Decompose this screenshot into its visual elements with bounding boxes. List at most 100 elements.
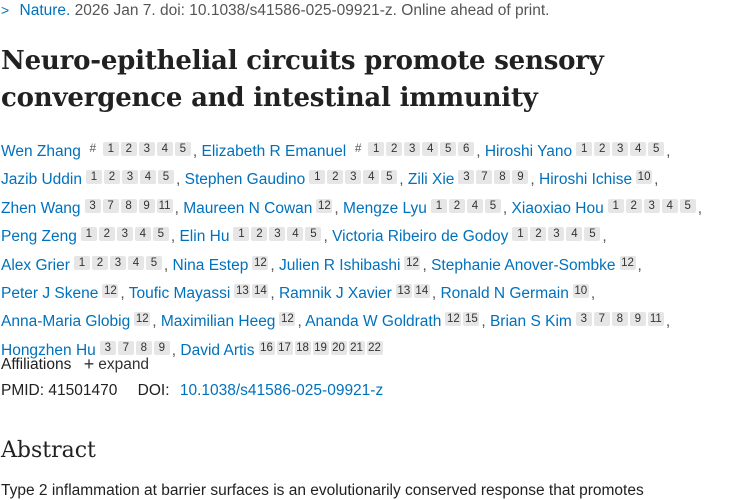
author-name-link[interactable]: Alex Grier: [1, 256, 70, 274]
affiliation-number-badge[interactable]: 4: [630, 142, 647, 156]
author-name-link[interactable]: Ananda W Goldrath: [305, 313, 442, 331]
affiliation-number-badge[interactable]: 2: [386, 142, 403, 156]
affiliation-number-badge[interactable]: 4: [466, 198, 483, 213]
affiliation-number-badge[interactable]: 7: [102, 198, 119, 213]
affiliation-number-badge[interactable]: 4: [363, 170, 380, 185]
affiliation-number-badge[interactable]: 4: [566, 227, 583, 242]
author-name-link[interactable]: Stephen Gaudino: [184, 171, 306, 189]
affiliation-number-badge[interactable]: 8: [120, 198, 137, 213]
affiliation-number-badge[interactable]: 3: [84, 198, 101, 213]
affiliation-number-badge[interactable]: 12: [252, 255, 269, 270]
affiliation-number-badge[interactable]: 1: [576, 142, 593, 156]
author-name-link[interactable]: Zili Xie: [407, 171, 455, 189]
affiliation-number-badge[interactable]: 2: [594, 142, 611, 156]
affiliation-number-badge[interactable]: 12: [619, 255, 636, 270]
affiliations-expand-button[interactable]: + expand: [84, 354, 149, 374]
author-name-link[interactable]: Mengze Lyu: [343, 199, 427, 217]
affiliation-number-badge[interactable]: 5: [174, 142, 191, 156]
affiliation-number-badge[interactable]: 12: [134, 312, 151, 327]
author-name-link[interactable]: Ronald N Germain: [440, 285, 569, 303]
affiliation-number-badge[interactable]: 1: [86, 170, 102, 185]
affiliation-number-badge[interactable]: 3: [122, 170, 138, 185]
affiliation-number-badge[interactable]: 8: [611, 312, 628, 327]
affiliation-number-badge[interactable]: 2: [625, 198, 642, 213]
affiliation-number-badge[interactable]: 1: [102, 142, 119, 156]
affiliation-number-badge[interactable]: 6: [458, 142, 475, 156]
affiliation-number-badge[interactable]: 10: [572, 284, 589, 299]
author-name-link[interactable]: Ramnik J Xavier: [278, 285, 392, 303]
affiliation-number-badge[interactable]: 4: [127, 255, 144, 270]
affiliation-number-badge[interactable]: 4: [140, 170, 156, 185]
affiliation-number-badge[interactable]: 2: [327, 170, 344, 185]
affiliation-number-badge[interactable]: 5: [440, 142, 457, 156]
affiliation-number-badge[interactable]: 1: [233, 227, 250, 242]
affiliation-number-badge[interactable]: 12: [316, 198, 333, 213]
author-name-link[interactable]: Hongzhen Hu: [1, 341, 96, 359]
affiliation-number-badge[interactable]: 5: [152, 227, 169, 242]
affiliation-number-badge[interactable]: 5: [484, 198, 501, 213]
journal-link[interactable]: Nature.: [19, 2, 71, 19]
affiliation-number-badge[interactable]: 12: [102, 284, 119, 299]
affiliation-number-badge[interactable]: 16: [258, 340, 275, 355]
affiliation-number-badge[interactable]: 2: [530, 227, 547, 242]
affiliation-number-badge[interactable]: 1: [430, 198, 447, 213]
affiliation-number-badge[interactable]: 8: [135, 340, 152, 355]
author-name-link[interactable]: Wen Zhang: [1, 143, 81, 160]
affiliation-number-badge[interactable]: 13: [234, 284, 251, 299]
affiliation-number-badge[interactable]: 3: [404, 142, 421, 156]
affiliation-number-badge[interactable]: 8: [494, 170, 511, 185]
author-name-link[interactable]: Brian S Kim: [489, 313, 572, 331]
affiliation-number-badge[interactable]: 3: [116, 227, 133, 242]
affiliation-number-badge[interactable]: 4: [156, 142, 173, 156]
author-name-link[interactable]: Toufic Mayassi: [128, 285, 231, 303]
author-name-link[interactable]: Maximilian Heeg: [160, 313, 276, 331]
affiliation-number-badge[interactable]: 5: [381, 170, 398, 185]
affiliation-number-badge[interactable]: 5: [145, 255, 162, 270]
author-name-link[interactable]: Hiroshi Ichise: [539, 171, 633, 189]
author-name-link[interactable]: Peng Zeng: [1, 228, 77, 246]
affiliation-number-badge[interactable]: 4: [134, 227, 151, 242]
affiliation-number-badge[interactable]: 12: [279, 312, 296, 327]
affiliation-number-badge[interactable]: 5: [679, 198, 696, 213]
author-name-link[interactable]: Xiaoxiao Hou: [511, 199, 604, 217]
affiliation-number-badge[interactable]: 3: [269, 227, 286, 242]
affiliation-number-badge[interactable]: 1: [73, 255, 90, 270]
affiliation-number-badge[interactable]: 4: [422, 142, 439, 156]
affiliation-number-badge[interactable]: 18: [294, 340, 311, 355]
affiliation-number-badge[interactable]: 14: [252, 284, 269, 299]
author-name-link[interactable]: Elizabeth R Emanuel: [201, 143, 347, 160]
affiliation-number-badge[interactable]: 22: [366, 340, 383, 355]
affiliation-number-badge[interactable]: 21: [348, 340, 365, 355]
affiliation-number-badge[interactable]: 11: [647, 312, 664, 327]
author-name-link[interactable]: Anna-Maria Globig: [1, 313, 131, 331]
affiliation-number-badge[interactable]: 5: [158, 170, 174, 185]
affiliation-number-badge[interactable]: 19: [312, 340, 329, 355]
affiliation-number-badge[interactable]: 1: [607, 198, 624, 213]
affiliation-number-badge[interactable]: 5: [305, 227, 322, 242]
affiliation-number-badge[interactable]: 13: [395, 284, 412, 299]
affiliation-number-badge[interactable]: 2: [104, 170, 120, 185]
affiliation-number-badge[interactable]: 3: [99, 340, 116, 355]
affiliation-number-badge[interactable]: 2: [120, 142, 137, 156]
affiliation-number-badge[interactable]: 11: [156, 198, 173, 213]
author-name-link[interactable]: Nina Estep: [172, 256, 249, 274]
affiliation-number-badge[interactable]: 1: [512, 227, 529, 242]
author-name-link[interactable]: Zhen Wang: [1, 199, 81, 217]
author-name-link[interactable]: Victoria Ribeiro de Godoy: [332, 228, 509, 246]
author-name-link[interactable]: Stephanie Anover-Sombke: [431, 256, 616, 274]
author-name-link[interactable]: David Artis: [180, 341, 255, 359]
affiliation-number-badge[interactable]: 3: [575, 312, 592, 327]
doi-link[interactable]: 10.1038/s41586-025-09921-z: [179, 382, 384, 399]
affiliation-number-badge[interactable]: 2: [91, 255, 108, 270]
affiliation-number-badge[interactable]: 7: [117, 340, 134, 355]
affiliation-number-badge[interactable]: 9: [629, 312, 646, 327]
affiliation-number-badge[interactable]: 5: [648, 142, 665, 156]
author-name-link[interactable]: Maureen N Cowan: [183, 199, 313, 217]
affiliation-number-badge[interactable]: 5: [584, 227, 601, 242]
affiliation-number-badge[interactable]: 3: [138, 142, 155, 156]
author-name-link[interactable]: Jazib Uddin: [1, 171, 82, 189]
affiliation-number-badge[interactable]: 3: [458, 170, 475, 185]
affiliation-number-badge[interactable]: 3: [109, 255, 126, 270]
author-name-link[interactable]: Julien R Ishibashi: [278, 256, 401, 274]
affiliation-number-badge[interactable]: 4: [661, 198, 678, 213]
